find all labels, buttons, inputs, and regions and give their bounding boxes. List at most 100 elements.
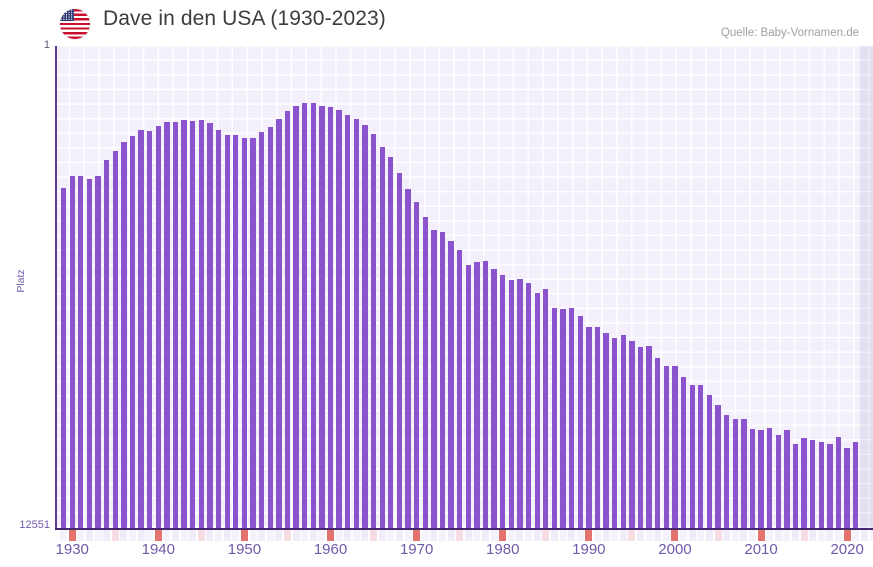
bar[interactable] (310, 103, 316, 528)
bar[interactable] (147, 130, 153, 528)
bar[interactable] (680, 377, 687, 528)
bar[interactable] (405, 188, 411, 528)
bar[interactable] (276, 118, 282, 528)
bar[interactable] (396, 173, 403, 528)
bar[interactable] (577, 315, 583, 528)
bar[interactable] (853, 442, 859, 528)
bar[interactable] (78, 175, 84, 528)
bar[interactable] (215, 129, 222, 528)
bar[interactable] (672, 365, 678, 528)
bar[interactable] (302, 102, 308, 528)
bar[interactable] (95, 176, 101, 528)
bar[interactable] (353, 118, 360, 528)
bar[interactable] (241, 138, 248, 528)
bar[interactable] (327, 106, 334, 528)
x-tick-minor (85, 530, 93, 541)
bar[interactable] (370, 133, 377, 528)
bar[interactable] (500, 275, 506, 528)
bar[interactable] (164, 122, 170, 528)
bar[interactable] (741, 419, 747, 528)
bar[interactable] (103, 160, 110, 528)
x-tick-minor (602, 530, 610, 541)
bar[interactable] (517, 279, 523, 528)
bar[interactable] (457, 250, 463, 528)
bar[interactable] (319, 105, 325, 528)
bar[interactable] (86, 179, 93, 528)
bar[interactable] (827, 444, 833, 528)
bar[interactable] (784, 430, 790, 528)
bar[interactable] (293, 106, 299, 528)
bar[interactable] (112, 150, 118, 528)
bar[interactable] (121, 142, 127, 528)
bar[interactable] (155, 126, 161, 528)
chart-header: Dave in den USA (1930-2023) Quelle: Baby… (0, 0, 873, 46)
bar[interactable] (543, 289, 549, 528)
bar[interactable] (60, 188, 67, 528)
bar[interactable] (474, 261, 480, 528)
bar[interactable] (801, 437, 807, 528)
bar[interactable] (431, 229, 437, 528)
x-tick-minor (619, 530, 627, 541)
bar[interactable] (198, 120, 205, 528)
bar[interactable] (345, 114, 351, 528)
bar[interactable] (594, 327, 601, 528)
bar[interactable] (267, 126, 273, 528)
bar[interactable] (663, 365, 669, 528)
bar[interactable] (723, 414, 730, 528)
bar[interactable] (560, 308, 566, 528)
bar[interactable] (508, 280, 515, 528)
bar[interactable] (69, 176, 75, 528)
bar[interactable] (792, 443, 799, 528)
bar[interactable] (258, 132, 265, 528)
bar[interactable] (422, 216, 428, 528)
bar[interactable] (482, 261, 489, 528)
bar[interactable] (551, 308, 558, 528)
bar[interactable] (732, 418, 738, 528)
bar[interactable] (233, 135, 239, 528)
bar[interactable] (629, 340, 635, 528)
bar[interactable] (448, 241, 454, 528)
bar[interactable] (181, 119, 187, 528)
bar[interactable] (379, 146, 385, 528)
bar[interactable] (250, 138, 256, 528)
bar[interactable] (336, 109, 342, 528)
bar[interactable] (172, 122, 179, 528)
bar[interactable] (612, 337, 618, 528)
bar[interactable] (413, 201, 420, 528)
bar[interactable] (646, 345, 652, 528)
bar[interactable] (637, 346, 644, 528)
bar[interactable] (388, 157, 394, 528)
bar[interactable] (775, 435, 781, 528)
x-tick-minor (516, 530, 524, 541)
bar[interactable] (465, 264, 471, 528)
bar[interactable] (439, 231, 446, 528)
bar[interactable] (525, 283, 532, 528)
bar[interactable] (706, 395, 713, 528)
bar[interactable] (810, 440, 816, 528)
bar[interactable] (284, 111, 291, 528)
bar[interactable] (655, 358, 661, 528)
bar[interactable] (603, 333, 609, 528)
bar[interactable] (715, 405, 721, 528)
bar[interactable] (362, 125, 368, 528)
bar[interactable] (534, 293, 540, 528)
bar[interactable] (767, 428, 773, 528)
bar[interactable] (689, 385, 695, 528)
bar[interactable] (749, 428, 756, 528)
bar[interactable] (818, 441, 824, 528)
bar[interactable] (620, 335, 626, 528)
bar[interactable] (758, 430, 764, 528)
x-tick-minor (180, 530, 188, 541)
bar[interactable] (491, 268, 497, 528)
bar[interactable] (190, 120, 196, 528)
x-tick-minor (197, 530, 205, 541)
bar[interactable] (207, 122, 213, 528)
bar[interactable] (568, 308, 575, 528)
bar[interactable] (844, 448, 850, 528)
bar[interactable] (698, 384, 704, 528)
bar[interactable] (835, 437, 842, 528)
bar[interactable] (129, 136, 136, 528)
bar[interactable] (586, 327, 592, 528)
bar[interactable] (138, 130, 144, 528)
bar[interactable] (224, 135, 230, 528)
